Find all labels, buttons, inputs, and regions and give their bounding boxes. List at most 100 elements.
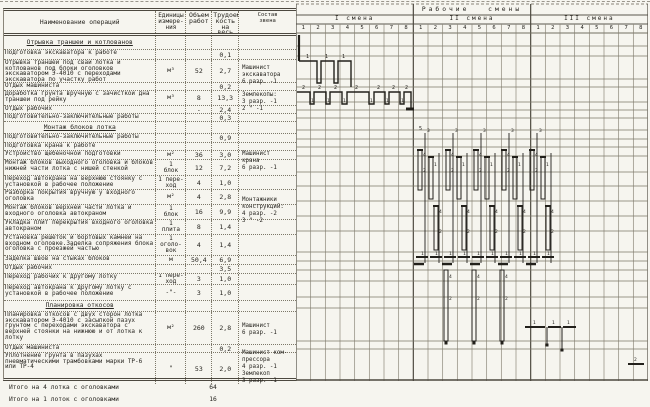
header-unit: Единицы измере- ния [155, 11, 185, 33]
cell-name: Планировка откосов с двух сторон лотка э… [5, 312, 143, 341]
cell-crew [238, 83, 296, 90]
cell-lab [211, 122, 238, 133]
operation-row: Отдых рабочих -2,4 [4, 105, 296, 113]
cell-unit: м [155, 256, 185, 264]
cell-unit [155, 265, 185, 273]
cell-lab [211, 36, 238, 49]
svg-text:2: 2 [523, 229, 526, 235]
hour-label: 5 [477, 25, 482, 31]
section-row: Отрывка траншеи и котлованов [4, 36, 296, 49]
hour-label: 4 [345, 25, 349, 31]
svg-text:2: 2 [405, 85, 408, 91]
svg-text:1: 1 [327, 98, 330, 104]
svg-text:1: 1 [505, 251, 508, 257]
cell-unit: м² [155, 151, 185, 159]
cell-unit: м² [155, 190, 185, 204]
hour-label: 2 [551, 25, 555, 31]
hour-label: 5 [360, 25, 364, 31]
cell-crew [238, 274, 296, 284]
hour-header-row: 1 2 3 4 5 6 7 8 1 2 3 4 5 6 7 8 1 2 3 4 5 6 7 8 [296, 24, 648, 33]
cell-vol: 4 [185, 190, 211, 204]
cell-vol: 260 [185, 312, 211, 344]
cell-unit: 1 плита [155, 220, 185, 234]
hour-label: 1 [419, 25, 423, 31]
cell-vol [185, 36, 211, 49]
operation-row: Разборка покрытия вручную у входного ого… [4, 189, 296, 204]
operation-row: Переход автокрана на верхнюю стоянку с у… [4, 175, 296, 189]
cell-name: Отдых рабочих [5, 106, 52, 112]
shift-label: I смена [335, 15, 375, 22]
hour-label: 8 [639, 25, 643, 31]
hour-label: 6 [492, 25, 496, 31]
cell-name: Подготовительно-заключительные работы [5, 114, 139, 120]
cell-unit [155, 122, 185, 133]
cell-lab: 0,2 [211, 345, 238, 352]
svg-text:1: 1 [421, 251, 424, 257]
cell-crew [238, 106, 296, 113]
cell-lab: 1,0 [211, 176, 238, 189]
cell-name: Переход автокрана на верхнюю стоянку с у… [5, 176, 143, 188]
svg-text:4: 4 [439, 209, 442, 215]
svg-text:1: 1 [343, 98, 346, 104]
total-label: Итого на 4 лотка с оголовками [9, 384, 119, 391]
cell-name: Монтаж блоков лотка [43, 123, 116, 131]
operation-row: Переход автокрана к другому лотку с уста… [4, 284, 296, 300]
cell-name: Монтаж блоков выходного оголовка и блоко… [5, 160, 154, 172]
total-value: 64 [209, 384, 217, 391]
cell-name: Подготовка экскаватора к работе [5, 50, 117, 56]
cell-lab: 13,3 [211, 91, 238, 105]
cell-lab: 1,4 [211, 220, 238, 234]
svg-text:2: 2 [505, 296, 508, 302]
svg-text:4: 4 [495, 209, 498, 215]
cell-vol [185, 83, 211, 90]
cell-crew [238, 151, 296, 159]
cell-lab [211, 301, 238, 311]
svg-text:1: 1 [519, 251, 522, 257]
hour-label: 6 [375, 25, 379, 31]
svg-text:1: 1 [567, 320, 570, 326]
section-row: Монтаж блоков лотка [4, 121, 296, 133]
cell-lab: 6,9 [211, 256, 238, 264]
cell-vol [185, 134, 211, 142]
svg-text:4: 4 [423, 152, 426, 158]
cell-name: Подготовка крана к работе [5, 143, 96, 149]
table-header: Наименование операций Единицы измере- ни… [4, 11, 296, 36]
cell-lab: 9,9 [211, 205, 238, 219]
cell-lab: 1,0 [211, 285, 238, 300]
cell-unit: -"- [155, 285, 185, 300]
operation-row: Доработка грунта вручную с зачисткой дна… [4, 90, 296, 105]
operation-row: Устройство щебеночной подготовки м² 36 3,0 [4, 150, 296, 159]
cell-crew [238, 285, 296, 300]
operations-table: Наименование операций Единицы измере- ни… [3, 8, 296, 384]
svg-text:1: 1 [533, 320, 536, 326]
cell-name: Установка решеток и бортовых камней на в… [5, 235, 154, 253]
cell-vol: 52 [185, 60, 211, 82]
section-row: Планировка откосов [4, 300, 296, 311]
cell-lab: 2,0 [211, 353, 238, 384]
cell-name: Отрывка траншеи и котлованов [26, 38, 133, 46]
hour-label: 3 [565, 25, 570, 31]
hour-label: 7 [624, 25, 628, 31]
cell-name: Устройство щебеночной подготовки [5, 151, 121, 157]
svg-text:2: 2 [355, 85, 358, 91]
cell-lab: 3,0 [211, 151, 238, 159]
svg-text:1: 1 [401, 98, 404, 104]
cell-lab: 2,8 [211, 312, 238, 344]
svg-text:1: 1 [477, 251, 480, 257]
svg-text:1: 1 [462, 162, 465, 168]
svg-text:2: 2 [479, 168, 482, 174]
svg-text:1: 1 [449, 251, 452, 257]
hour-label: 3 [448, 25, 452, 31]
cell-name: Отрывка траншеи под сваи лотка и котлова… [5, 60, 121, 82]
cell-unit: 1 пере- ход [155, 274, 185, 284]
header-crew: Состав звена [238, 11, 296, 33]
cell-unit [155, 50, 185, 59]
cell-name: Подготовительно-заключительные работы [5, 134, 139, 140]
cell-vol: 50,4 [185, 256, 211, 264]
chart-title: Рабочие смены [421, 6, 523, 13]
svg-text:4: 4 [477, 274, 480, 280]
operation-row: Подготовительно-заключительные работы 0,3 [4, 113, 296, 121]
cell-vol: 3 [185, 274, 211, 284]
